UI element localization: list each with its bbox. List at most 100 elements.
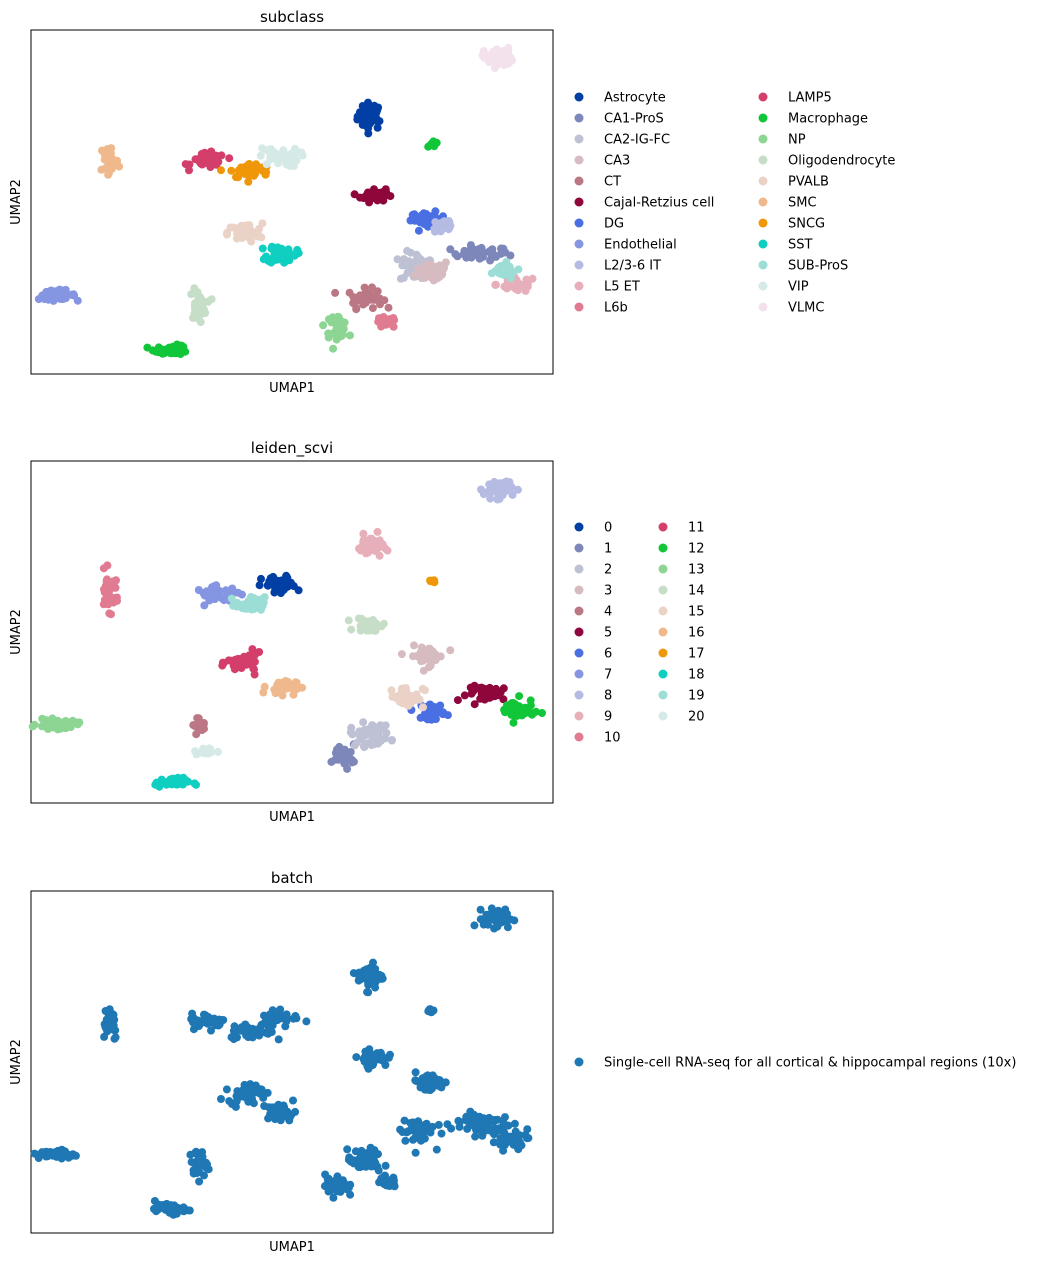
legend: Single-cell RNA-seq for all cortical & h… <box>574 1056 1016 1071</box>
data-point <box>259 1093 268 1102</box>
data-point <box>400 255 408 264</box>
data-point <box>277 1105 286 1114</box>
data-point <box>288 149 297 158</box>
data-point <box>180 777 189 786</box>
legend-marker <box>758 218 768 228</box>
data-point <box>199 1017 208 1026</box>
data-point <box>102 1022 111 1030</box>
data-point <box>432 266 441 275</box>
data-point <box>414 252 422 261</box>
legend-label: Oligodendrocyte <box>788 154 895 169</box>
data-point <box>422 1072 431 1081</box>
data-point <box>261 170 270 179</box>
data-point <box>111 1033 120 1042</box>
data-point <box>330 1181 339 1190</box>
data-point <box>247 237 256 246</box>
legend-label: LAMP5 <box>788 91 832 106</box>
data-point <box>504 43 513 52</box>
data-point <box>453 252 462 261</box>
data-point <box>69 290 78 299</box>
data-point <box>499 695 508 704</box>
data-point <box>376 300 384 309</box>
data-point <box>482 910 491 919</box>
data-point <box>360 1057 369 1066</box>
data-point <box>337 1183 345 1191</box>
data-point <box>345 288 354 297</box>
data-point <box>347 625 356 634</box>
x-axis-label: UMAP1 <box>269 1240 315 1255</box>
data-point <box>359 194 368 202</box>
legend-marker <box>574 260 584 270</box>
legend-label: Macrophage <box>788 112 868 127</box>
data-point <box>386 1176 395 1185</box>
data-point <box>414 1129 423 1138</box>
legend-label: 19 <box>688 689 705 704</box>
data-point <box>189 721 198 730</box>
legend-label: 13 <box>688 563 705 578</box>
data-point <box>538 709 546 717</box>
data-point <box>375 970 384 979</box>
data-point <box>408 260 417 269</box>
data-point <box>185 166 193 175</box>
data-point <box>366 539 375 548</box>
data-point <box>113 596 121 605</box>
data-point <box>327 757 336 766</box>
data-point <box>255 581 264 590</box>
data-point <box>179 342 188 351</box>
legend-marker <box>574 281 584 291</box>
data-point <box>233 229 242 238</box>
data-point <box>362 1162 371 1171</box>
data-point <box>167 1202 176 1211</box>
data-point <box>221 593 230 602</box>
data-point <box>497 48 506 57</box>
legend-marker <box>574 113 584 123</box>
data-point <box>432 1145 441 1154</box>
data-point <box>419 703 427 712</box>
data-point <box>409 1135 417 1144</box>
data-point <box>511 280 519 288</box>
data-point <box>360 283 369 292</box>
data-point <box>479 47 488 55</box>
legend-marker <box>574 732 584 742</box>
legend-marker <box>758 302 768 312</box>
data-point <box>524 1134 533 1143</box>
data-point <box>329 1193 338 1202</box>
data-point <box>104 170 113 179</box>
data-point <box>366 1143 375 1152</box>
data-point <box>430 578 439 587</box>
data-point <box>459 250 468 259</box>
legend-label: 14 <box>688 584 705 599</box>
x-axis-label: UMAP1 <box>269 810 315 825</box>
data-point <box>387 736 396 745</box>
data-point <box>336 315 344 324</box>
data-point <box>273 243 282 252</box>
data-point <box>333 1173 342 1182</box>
data-point <box>326 315 335 323</box>
data-point <box>331 288 340 297</box>
data-point <box>197 726 206 735</box>
data-point <box>277 579 286 588</box>
data-point <box>289 690 298 699</box>
legend-marker <box>574 648 584 658</box>
data-point <box>196 318 205 327</box>
data-point <box>509 718 518 727</box>
data-point <box>255 224 263 233</box>
data-point <box>193 1016 202 1025</box>
data-point <box>357 1146 366 1155</box>
legend-label: CA1-ProS <box>604 112 664 127</box>
legend-label: 1 <box>604 542 612 557</box>
data-point <box>115 162 124 171</box>
data-point <box>370 101 379 110</box>
data-point <box>411 1068 420 1077</box>
data-point <box>185 160 194 169</box>
legend-marker <box>574 239 584 249</box>
data-point <box>73 296 82 305</box>
data-point <box>302 1017 311 1026</box>
legend-marker <box>758 281 768 291</box>
legend-label: L2/3-6 IT <box>604 259 661 274</box>
data-point <box>208 590 217 599</box>
data-point <box>271 155 280 164</box>
legend-label: 11 <box>688 521 705 536</box>
data-point <box>200 601 209 610</box>
legend-label: CT <box>604 175 621 190</box>
